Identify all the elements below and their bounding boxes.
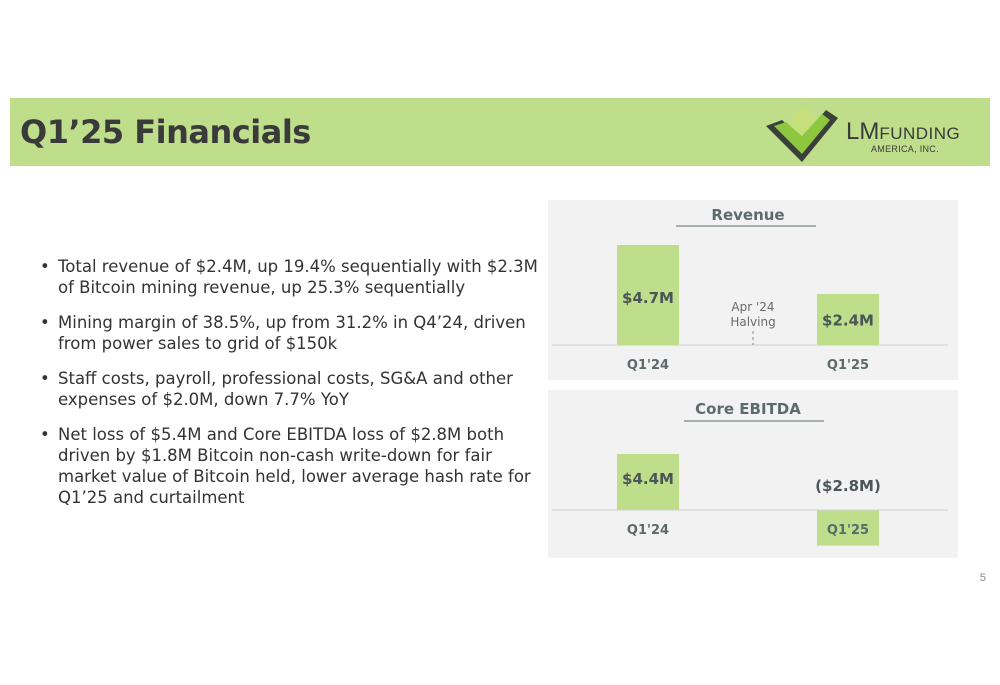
- core-ebitda-chart: Core EBITDA $4.4M ($2.8M) Q1'24 Q1'25: [552, 400, 948, 546]
- data-label: ($2.8M): [815, 477, 881, 495]
- data-label: $4.7M: [622, 289, 674, 307]
- annotation-label: Apr '24: [731, 300, 774, 314]
- title-banner: [10, 98, 990, 166]
- page-number: 5: [979, 572, 986, 584]
- logo-funding-text: FUNDING: [879, 124, 961, 143]
- logo-wordmark: LMFUNDING: [846, 118, 960, 146]
- core-ebitda-chart-panel: Core EBITDA $4.4M ($2.8M) Q1'24 Q1'25: [548, 390, 958, 558]
- x-tick-label: Q1'25: [827, 523, 869, 538]
- bar: [817, 510, 879, 546]
- x-tick-label: Q1'24: [627, 358, 669, 373]
- bullet-list: Total revenue of $2.4M, up 19.4% sequent…: [38, 256, 538, 522]
- bullet-item: Mining margin of 38.5%, up from 31.2% in…: [38, 312, 538, 354]
- bullet-item: Net loss of $5.4M and Core EBITDA loss o…: [38, 424, 538, 508]
- bullet-item: Total revenue of $2.4M, up 19.4% sequent…: [38, 256, 538, 298]
- logo-lm-text: LM: [846, 118, 880, 145]
- chart-title: Core EBITDA: [695, 400, 801, 418]
- data-label: $4.4M: [622, 470, 674, 488]
- annotation-label: Halving: [730, 315, 775, 329]
- x-tick-label: Q1'24: [627, 523, 669, 538]
- bar: [617, 245, 679, 345]
- bar: [817, 293, 879, 345]
- bullet-item: Staff costs, payroll, professional costs…: [38, 368, 538, 410]
- bar: [617, 454, 679, 510]
- x-tick-label: Q1'25: [827, 358, 869, 373]
- data-label: $2.4M: [822, 311, 874, 329]
- revenue-chart-panel: Revenue $4.7M Q1'24 $2.4M Q1'25 Apr '24 Halvin…: [548, 200, 958, 380]
- slide-title: Q1’25 Financials: [20, 113, 311, 151]
- logo-subtitle: AMERICA, INC.: [871, 144, 939, 154]
- revenue-chart: Revenue $4.7M Q1'24 $2.4M Q1'25 Apr '24Halvin…: [552, 206, 948, 373]
- chart-title: Revenue: [711, 206, 784, 224]
- logo-chevron-icon: [766, 106, 838, 162]
- company-logo: LMFUNDING AMERICA, INC.: [764, 104, 984, 164]
